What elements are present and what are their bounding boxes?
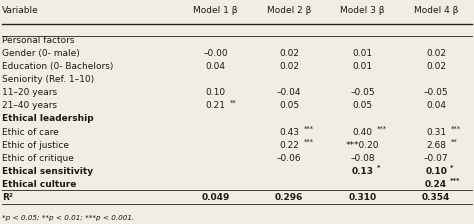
Text: –0.00: –0.00 (203, 49, 228, 58)
Text: Ethical leadership: Ethical leadership (2, 114, 94, 123)
Text: Personal factors: Personal factors (2, 36, 75, 45)
Text: Model 2 β: Model 2 β (267, 6, 311, 15)
Text: –0.08: –0.08 (350, 154, 375, 163)
Text: Ethic of critique: Ethic of critique (2, 154, 74, 163)
Text: Ethic of care: Ethic of care (2, 127, 59, 137)
Text: –0.05: –0.05 (424, 88, 448, 97)
Text: Ethic of justice: Ethic of justice (2, 141, 69, 150)
Text: *p < 0.05; **p < 0.01; ***p < 0.001.: *p < 0.05; **p < 0.01; ***p < 0.001. (2, 215, 135, 221)
Text: 0.21: 0.21 (206, 101, 226, 110)
Text: **: ** (450, 139, 457, 144)
Text: ***: *** (450, 178, 461, 184)
Text: 0.22: 0.22 (279, 141, 299, 150)
Text: –0.04: –0.04 (277, 88, 301, 97)
Text: R²: R² (2, 193, 13, 202)
Text: Model 1 β: Model 1 β (193, 6, 238, 15)
Text: 0.02: 0.02 (426, 49, 446, 58)
Text: 0.296: 0.296 (275, 193, 303, 202)
Text: 0.310: 0.310 (348, 193, 377, 202)
Text: Gender (0- male): Gender (0- male) (2, 49, 80, 58)
Text: 0.40: 0.40 (353, 127, 373, 137)
Text: 0.01: 0.01 (353, 49, 373, 58)
Text: 11–20 years: 11–20 years (2, 88, 57, 97)
Text: 0.04: 0.04 (426, 101, 446, 110)
Text: ***: *** (450, 125, 460, 131)
Text: 0.01: 0.01 (353, 62, 373, 71)
Text: ***: *** (303, 125, 313, 131)
Text: 0.05: 0.05 (279, 101, 299, 110)
Text: Ethical culture: Ethical culture (2, 180, 77, 189)
Text: ***: *** (303, 139, 313, 144)
Text: –0.07: –0.07 (424, 154, 448, 163)
Text: 0.05: 0.05 (353, 101, 373, 110)
Text: 0.13: 0.13 (352, 167, 374, 176)
Text: Education (0- Bachelors): Education (0- Bachelors) (2, 62, 114, 71)
Text: 0.049: 0.049 (201, 193, 230, 202)
Text: Seniority (Ref. 1–10): Seniority (Ref. 1–10) (2, 75, 94, 84)
Text: 21–40 years: 21–40 years (2, 101, 57, 110)
Text: Model 3 β: Model 3 β (340, 6, 385, 15)
Text: 0.354: 0.354 (422, 193, 450, 202)
Text: 0.02: 0.02 (279, 62, 299, 71)
Text: Ethical sensitivity: Ethical sensitivity (2, 167, 93, 176)
Text: 0.24: 0.24 (425, 180, 447, 189)
Text: 0.02: 0.02 (279, 49, 299, 58)
Text: 0.31: 0.31 (426, 127, 446, 137)
Text: Model 4 β: Model 4 β (414, 6, 458, 15)
Text: ***: *** (377, 125, 387, 131)
Text: Variable: Variable (2, 6, 39, 15)
Text: 0.04: 0.04 (206, 62, 226, 71)
Text: 0.10: 0.10 (206, 88, 226, 97)
Text: –0.06: –0.06 (277, 154, 301, 163)
Text: *: * (450, 165, 454, 171)
Text: 0.10: 0.10 (425, 167, 447, 176)
Text: **: ** (230, 99, 237, 105)
Text: 0.43: 0.43 (279, 127, 299, 137)
Text: –0.05: –0.05 (350, 88, 375, 97)
Text: 2.68: 2.68 (426, 141, 446, 150)
Text: ***0.20: ***0.20 (346, 141, 379, 150)
Text: *: * (377, 165, 380, 171)
Text: 0.02: 0.02 (426, 62, 446, 71)
